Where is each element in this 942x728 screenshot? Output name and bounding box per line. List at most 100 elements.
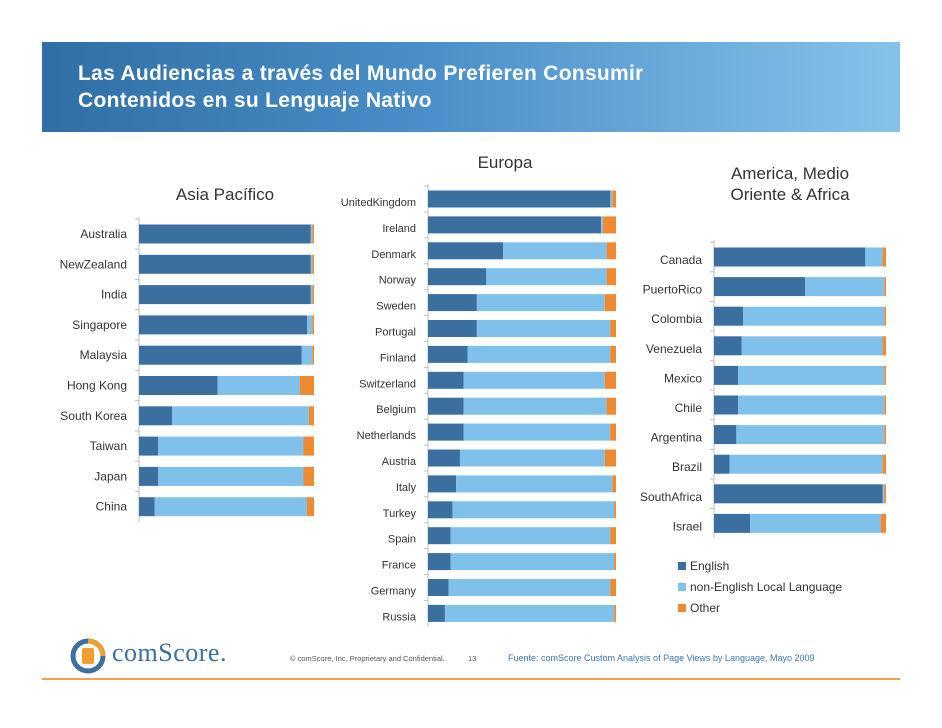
americas-category-label: Argentina xyxy=(651,431,703,445)
europe-bar-other xyxy=(614,501,616,519)
europe-bar-other xyxy=(604,449,616,467)
americas-bar-english xyxy=(714,306,744,326)
asia-bar-english xyxy=(139,254,311,274)
americas-category-label: SouthAfrica xyxy=(640,490,702,504)
legend-item-other: Other xyxy=(678,597,842,618)
page-number: 13 xyxy=(468,654,477,663)
europe-bar-local xyxy=(467,345,611,363)
asia-bar-other xyxy=(303,466,314,486)
europe-bar-english xyxy=(428,604,445,622)
asia-category-label: Australia xyxy=(80,227,127,241)
asia-bar-english xyxy=(139,376,218,395)
asia-bar-english xyxy=(139,345,302,365)
europe-category-label: Belgium xyxy=(376,404,416,416)
asia-bar-english xyxy=(139,224,311,244)
europe-category-label: Russia xyxy=(382,611,417,623)
europe-bar-english xyxy=(428,501,453,519)
americas-bar-english xyxy=(714,365,739,385)
europe-category-label: Ireland xyxy=(382,223,416,235)
asia-category-label: NewZealand xyxy=(60,257,127,271)
europe-panel-title: Europa xyxy=(477,153,533,172)
europe-bar-local xyxy=(459,449,605,467)
asia-category-label: Taiwan xyxy=(90,439,127,453)
americas-bar-local xyxy=(743,306,885,326)
asia-bar-english xyxy=(139,497,155,517)
americas-bar-local xyxy=(738,395,885,415)
asia-category-label: India xyxy=(101,288,127,302)
europe-bar-english xyxy=(428,397,464,415)
europe-bars: UnitedKingdom Ireland Denmark Norway Sweden P… xyxy=(341,184,616,627)
americas-category-label: Brazil xyxy=(672,460,702,474)
europe-category-label: Spain xyxy=(388,534,416,546)
europe-bar-other xyxy=(610,345,616,363)
europe-bar-local xyxy=(463,423,611,441)
asia-category-label: Japan xyxy=(94,469,127,483)
asia-bar-local xyxy=(310,254,313,274)
europe-category-label: Turkey xyxy=(383,508,417,520)
americas-panel-title: America, Medio Oriente & Africa xyxy=(730,164,850,204)
americas-category-label: Colombia xyxy=(651,312,702,326)
asia-panel-title: Asia Pacífico xyxy=(175,185,275,204)
americas-bar-local xyxy=(805,277,885,297)
asia-bar-other xyxy=(312,254,314,274)
europe-category-label: Italy xyxy=(396,482,417,494)
europe-bar-english xyxy=(428,320,477,337)
legend-item-local: non-English Local Language xyxy=(678,576,842,597)
europe-bar-english xyxy=(428,423,464,441)
europe-bar-other xyxy=(612,475,616,493)
chart-legend: English non-English Local Language Other xyxy=(678,555,842,618)
asia-bar-other xyxy=(303,436,314,456)
europe-bar-other xyxy=(614,604,616,622)
asia-category-label: China xyxy=(96,500,128,514)
europe-category-label: Netherlands xyxy=(357,430,417,442)
americas-bar-english xyxy=(714,513,751,533)
footer-divider xyxy=(42,678,900,680)
asia-bar-local xyxy=(310,224,313,244)
asia-bars: Australia NewZealand India Singapore Malaysi… xyxy=(60,216,314,522)
europe-category-label: Portugal xyxy=(375,327,416,339)
europe-bar-local xyxy=(452,501,615,519)
asia-bar-local xyxy=(172,406,309,426)
americas-bar-other xyxy=(884,395,886,415)
legend-swatch-english xyxy=(678,561,686,570)
europe-bar-english xyxy=(428,345,468,363)
legend-swatch-other xyxy=(678,603,686,612)
asia-bar-other xyxy=(308,406,314,426)
europe-bar-english xyxy=(428,268,487,286)
asia-bar-local xyxy=(307,315,313,335)
comscore-logo: comScore. xyxy=(70,636,250,676)
europe-bar-local xyxy=(476,294,605,312)
asia-bar-other xyxy=(312,285,314,305)
asia-bar-local xyxy=(310,285,313,305)
americas-category-label: Chile xyxy=(675,401,703,415)
asia-bar-other xyxy=(312,315,314,335)
americas-bar-other xyxy=(884,277,886,297)
comscore-logo-icon xyxy=(70,638,106,674)
americas-bar-local xyxy=(750,513,881,533)
europe-bar-other xyxy=(606,268,616,286)
asia-category-label: Malaysia xyxy=(80,348,128,362)
americas-bar-english xyxy=(714,425,737,445)
americas-bar-other xyxy=(884,484,886,504)
americas-bar-other xyxy=(882,336,886,356)
americas-bar-local xyxy=(729,454,883,474)
americas-category-label: Israel xyxy=(673,519,702,533)
asia-bar-other xyxy=(312,345,314,365)
americas-bars: Canada PuertoRico Colombia Venezuela Mexico C… xyxy=(640,240,886,539)
legend-label-local: non-English Local Language xyxy=(690,579,843,594)
europe-bar-local xyxy=(463,397,607,415)
americas-bar-english xyxy=(714,247,866,267)
europe-bar-local xyxy=(503,242,607,260)
europe-bar-english xyxy=(428,449,460,467)
legend-label-english: English xyxy=(690,558,730,573)
americas-bar-other xyxy=(880,513,886,533)
europe-bar-english xyxy=(428,553,451,571)
asia-bar-english xyxy=(139,406,173,426)
europe-bar-other xyxy=(610,423,616,441)
americas-bar-other xyxy=(882,247,886,267)
europe-bar-local xyxy=(463,371,605,389)
asia-bar-local xyxy=(158,436,304,456)
asia-bar-english xyxy=(139,315,307,335)
slide-header: Las Audiencias a través del Mundo Prefie… xyxy=(42,42,900,132)
americas-bar-other xyxy=(884,365,886,385)
